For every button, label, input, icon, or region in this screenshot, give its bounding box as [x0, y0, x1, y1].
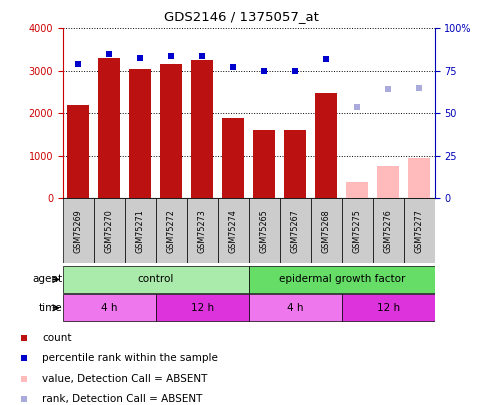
Text: count: count — [42, 333, 71, 343]
Text: agent: agent — [33, 275, 63, 284]
Bar — [342, 198, 373, 263]
Text: control: control — [138, 275, 174, 284]
Bar — [129, 69, 151, 198]
Bar — [280, 198, 311, 263]
Point — [136, 55, 144, 62]
Bar — [408, 158, 430, 198]
Point — [354, 104, 361, 111]
Text: value, Detection Call = ABSENT: value, Detection Call = ABSENT — [42, 374, 208, 384]
Text: GSM75277: GSM75277 — [415, 209, 424, 253]
Text: GSM75276: GSM75276 — [384, 209, 393, 253]
Bar — [284, 130, 306, 198]
Point — [74, 61, 82, 68]
Text: GSM75265: GSM75265 — [260, 209, 269, 253]
Bar — [156, 294, 249, 322]
Bar — [218, 198, 249, 263]
Point — [384, 86, 392, 92]
Bar — [191, 60, 213, 198]
Point — [291, 68, 299, 75]
Text: GSM75271: GSM75271 — [136, 209, 145, 253]
Point — [199, 53, 206, 59]
Bar — [249, 266, 435, 293]
Point — [260, 68, 268, 75]
Bar — [99, 58, 120, 198]
Bar — [68, 105, 89, 198]
Point — [20, 335, 28, 341]
Bar — [160, 64, 182, 198]
Bar — [249, 198, 280, 263]
Text: time: time — [39, 303, 63, 313]
Text: GSM75275: GSM75275 — [353, 209, 362, 253]
Point — [105, 51, 113, 57]
Bar — [125, 198, 156, 263]
Text: 12 h: 12 h — [191, 303, 214, 313]
Bar — [63, 198, 94, 263]
Bar — [222, 118, 244, 198]
Bar — [94, 198, 125, 263]
Text: GSM75273: GSM75273 — [198, 209, 207, 253]
Point — [20, 375, 28, 382]
Text: 4 h: 4 h — [287, 303, 303, 313]
Text: GDS2146 / 1375057_at: GDS2146 / 1375057_at — [164, 10, 319, 23]
Bar — [63, 294, 156, 322]
Point — [229, 64, 237, 71]
Bar — [311, 198, 342, 263]
Text: 4 h: 4 h — [101, 303, 117, 313]
Text: rank, Detection Call = ABSENT: rank, Detection Call = ABSENT — [42, 394, 202, 404]
Point — [20, 355, 28, 362]
Text: GSM75268: GSM75268 — [322, 209, 331, 253]
Bar — [156, 198, 187, 263]
Point — [415, 85, 423, 91]
Bar — [63, 266, 249, 293]
Text: epidermal growth factor: epidermal growth factor — [279, 275, 405, 284]
Bar — [373, 198, 404, 263]
Bar — [404, 198, 435, 263]
Point — [168, 53, 175, 59]
Text: percentile rank within the sample: percentile rank within the sample — [42, 354, 218, 363]
Text: GSM75267: GSM75267 — [291, 209, 300, 253]
Text: GSM75270: GSM75270 — [105, 209, 114, 253]
Text: 12 h: 12 h — [377, 303, 400, 313]
Bar — [254, 130, 275, 198]
Text: GSM75272: GSM75272 — [167, 209, 176, 253]
Bar — [187, 198, 218, 263]
Text: GSM75269: GSM75269 — [74, 209, 83, 253]
Bar — [249, 294, 342, 322]
Bar — [342, 294, 435, 322]
Point — [20, 396, 28, 402]
Point — [322, 56, 330, 63]
Text: GSM75274: GSM75274 — [229, 209, 238, 253]
Bar — [346, 182, 368, 198]
Bar — [315, 93, 337, 198]
Bar — [377, 166, 399, 198]
